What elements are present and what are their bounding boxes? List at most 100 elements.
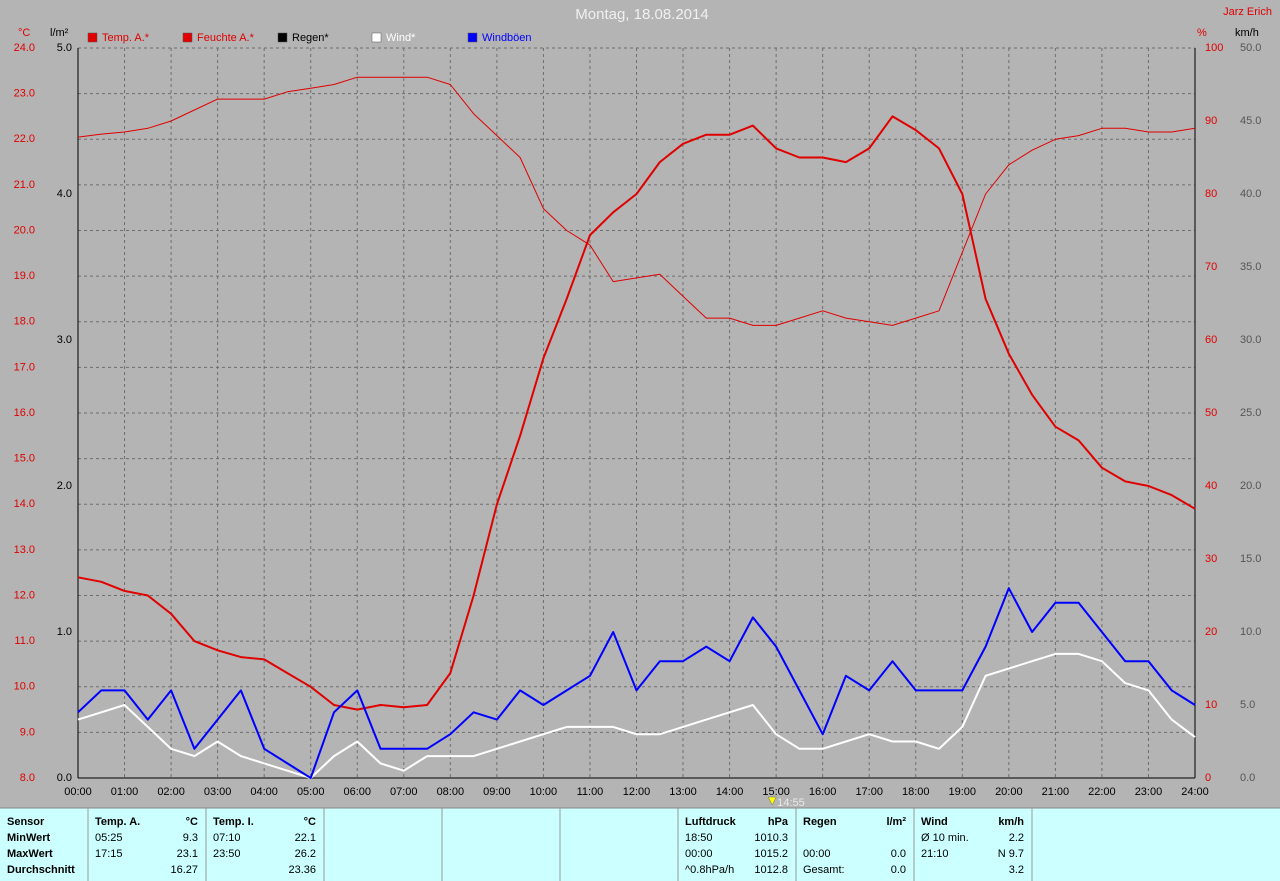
y2-tick-label: 70 [1205,261,1217,273]
table-header: °C [186,816,198,828]
table-cell: 17:15 [95,848,123,860]
x-tick-label: 01:00 [111,786,139,798]
x-tick-label: 21:00 [1042,786,1070,798]
x-tick-label: 11:00 [577,786,604,798]
table-cell: MaxWert [7,848,53,860]
x-tick-label: 16:00 [809,786,837,798]
y3-tick-label: 1.0 [57,626,72,638]
x-tick-label: 12:00 [623,786,651,798]
x-tick-label: 23:00 [1135,786,1163,798]
legend-swatch [371,32,382,43]
legend-label: Temp. A.* [102,32,150,44]
y-tick-label: 23.0 [14,88,35,100]
y3-tick-label: 5.0 [57,42,72,54]
y-tick-label: 10.0 [14,681,35,693]
table-cell: 2.2 [1009,832,1024,844]
x-tick-label: 03:00 [204,786,232,798]
table-header: Sensor [7,816,45,828]
y-tick-label: 15.0 [14,453,35,465]
series-line [77,76,1196,326]
x-tick-label: 20:00 [995,786,1023,798]
y4-tick-label: 0.0 [1240,772,1255,784]
y2-tick-label: 80 [1205,188,1217,200]
table-header: Regen [803,816,837,828]
y2-tick-label: 10 [1205,699,1217,711]
table-cell: 0.0 [891,864,906,876]
table-header: km/h [998,816,1024,828]
y-tick-label: 24.0 [14,42,35,54]
y2-tick-label: 40 [1205,480,1217,492]
legend-swatch [87,32,98,43]
time-marker-label: 14:55 [777,797,805,809]
y2-tick-label: 90 [1205,115,1217,127]
x-tick-label: 08:00 [437,786,465,798]
legend-label: Regen* [292,32,329,44]
table-header: Temp. A. [95,816,140,828]
y-tick-label: 17.0 [14,361,35,373]
x-tick-label: 04:00 [250,786,278,798]
y4-tick-label: 50.0 [1240,42,1261,54]
y3-unit: l/m² [50,27,69,39]
legend-swatch [182,32,193,43]
x-tick-label: 07:00 [390,786,418,798]
y4-tick-label: 35.0 [1240,261,1261,273]
table-header: °C [304,816,316,828]
table-cell: Ø 10 min. [921,832,969,844]
table-cell: 23.36 [288,864,316,876]
y-tick-label: 14.0 [14,498,35,510]
x-tick-label: 15:00 [762,786,790,798]
legend-swatch [467,32,478,43]
y-tick-label: 8.0 [20,772,35,784]
y-tick-label: 20.0 [14,224,35,236]
table-cell: 22.1 [295,832,316,844]
table-cell: 21:10 [921,848,949,860]
legend-label: Windböen [482,32,532,44]
y-tick-label: 19.0 [14,270,35,282]
y3-tick-label: 0.0 [57,772,72,784]
table-cell: 1010.3 [754,832,788,844]
table-header: hPa [768,816,789,828]
x-tick-label: 13:00 [669,786,697,798]
table-cell: ^0.8hPa/h [685,864,734,876]
x-tick-label: 18:00 [902,786,930,798]
y3-tick-label: 2.0 [57,480,72,492]
table-cell: 07:10 [213,832,241,844]
table-cell: Gesamt: [803,864,845,876]
x-tick-label: 19:00 [949,786,977,798]
table-cell: 23.1 [177,848,198,860]
table-background [0,808,1280,881]
y4-tick-label: 20.0 [1240,480,1261,492]
table-cell: 00:00 [685,848,713,860]
x-tick-label: 24:00 [1181,786,1209,798]
y3-tick-label: 4.0 [57,188,72,200]
y-unit: °C [18,27,30,39]
y-tick-label: 16.0 [14,407,35,419]
table-header: Wind [921,816,948,828]
table-cell: 05:25 [95,832,123,844]
time-marker [767,796,777,806]
table-cell: 0.0 [891,848,906,860]
y-tick-label: 21.0 [14,179,35,191]
series-line [77,587,1196,779]
y-tick-label: 13.0 [14,544,35,556]
legend-label: Wind* [386,32,416,44]
x-tick-label: 17:00 [855,786,883,798]
x-tick-label: 09:00 [483,786,511,798]
legend-swatch [277,32,288,43]
y2-tick-label: 0 [1205,772,1211,784]
y4-unit: km/h [1235,27,1259,39]
y-tick-label: 12.0 [14,589,35,601]
y4-tick-label: 15.0 [1240,553,1261,565]
y2-tick-label: 20 [1205,626,1217,638]
y4-tick-label: 45.0 [1240,115,1261,127]
table-cell: 1015.2 [754,848,788,860]
table-cell: 00:00 [803,848,831,860]
table-header: Temp. I. [213,816,254,828]
y2-tick-label: 100 [1205,42,1223,54]
table-cell: 1012.8 [754,864,788,876]
table-cell: 18:50 [685,832,713,844]
legend-label: Feuchte A.* [197,32,255,44]
x-tick-label: 05:00 [297,786,325,798]
y-tick-label: 18.0 [14,316,35,328]
